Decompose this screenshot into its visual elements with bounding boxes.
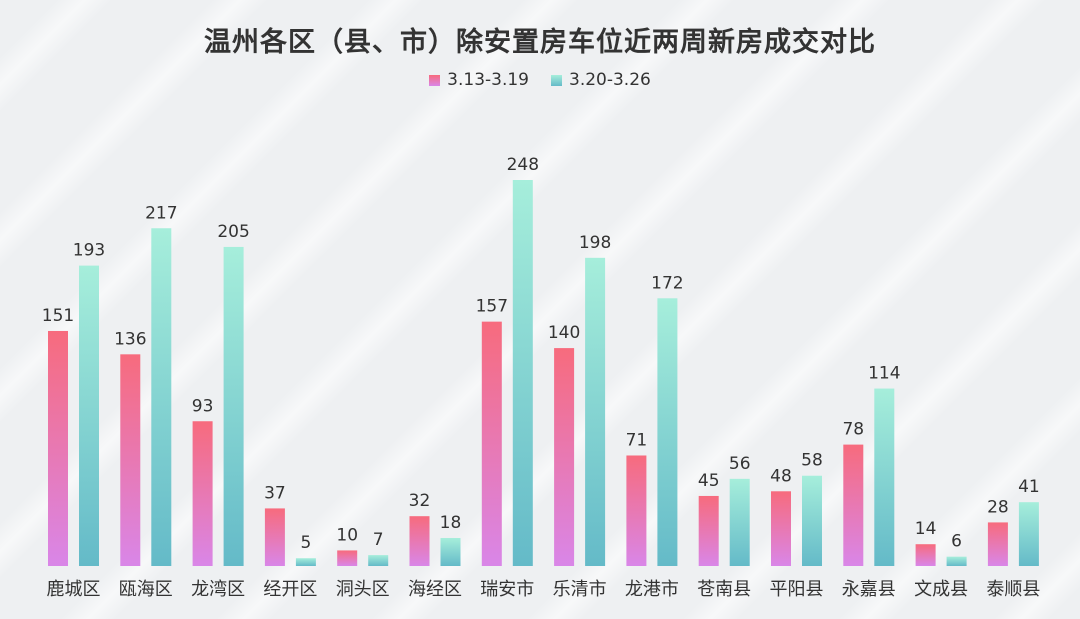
bar-series-1 [264,508,285,566]
data-label: 10 [336,525,358,545]
bar-series-2 [151,228,172,566]
x-tick-label: 鹿城区 [47,579,101,600]
data-label: 28 [987,497,1009,517]
data-label: 136 [114,329,146,349]
data-label: 78 [842,420,864,440]
bar-series-2 [874,388,895,566]
bar-series-2 [368,555,389,566]
data-label: 41 [1018,477,1040,497]
bar-series-2 [657,298,678,566]
data-label: 56 [729,454,751,474]
bar-series-1 [337,550,358,566]
x-tick-label: 洞头区 [336,579,390,600]
chart-title: 温州各区（县、市）除安置房车位近两周新房成交对比 [204,27,876,58]
bar-series-2 [585,257,606,566]
data-label: 6 [951,532,962,552]
bar-series-1 [409,516,430,566]
data-label: 18 [440,513,462,533]
data-label: 7 [373,530,384,550]
legend-swatch-series-1 [429,74,441,86]
data-label: 198 [579,233,611,253]
bar-series-1 [698,495,719,566]
bar-series-1 [915,544,936,566]
bar-series-1 [554,348,575,566]
bar-series-1 [843,444,864,566]
chart-legend: 3.13-3.19 3.20-3.26 [0,70,1080,90]
bar-series-1 [626,455,647,566]
x-tick-label: 瓯海区 [119,579,173,600]
data-label: 140 [548,323,580,343]
x-tick-label: 乐清市 [553,579,607,600]
bar-series-1 [771,491,791,566]
x-tick-label: 龙港市 [625,579,679,600]
x-tick-label: 平阳县 [770,579,824,600]
x-tick-label: 经开区 [263,579,317,600]
data-label: 157 [476,297,508,317]
bar-series-2 [802,475,822,566]
legend-label-series-2: 3.20-3.26 [569,70,651,90]
x-tick-label: 苍南县 [697,579,751,600]
bar-series-1 [987,522,1008,566]
data-label: 45 [698,471,720,491]
bar-series-2 [223,246,244,566]
data-label: 114 [868,364,900,384]
data-label: 193 [73,241,105,261]
data-label: 5 [300,533,311,553]
bar-series-1 [120,354,141,566]
legend-item-series-1: 3.13-3.19 [429,70,529,90]
data-label: 71 [626,430,648,450]
bar-series-1 [48,330,68,566]
data-label: 37 [264,483,286,503]
bar-series-2 [440,537,461,566]
bar-series-1 [481,321,502,566]
data-label: 205 [217,222,249,242]
bar-series-2 [946,556,967,566]
data-label: 248 [507,155,539,175]
data-label: 32 [409,491,431,511]
x-tick-label: 文成县 [914,579,968,600]
legend-swatch-series-2 [551,74,562,86]
bar-series-2 [729,478,750,566]
data-label: 217 [145,203,177,223]
x-tick-label: 瑞安市 [480,579,534,600]
bar-series-1 [192,421,213,566]
x-tick-label: 龙湾区 [191,579,245,600]
data-label: 172 [651,273,683,293]
bar-series-2 [79,265,99,566]
bar-series-2 [295,558,316,566]
x-tick-label: 海经区 [408,579,462,600]
bar-series-2 [512,180,533,566]
x-tick-label: 永嘉县 [842,579,896,600]
data-label: 58 [801,451,823,471]
data-label: 93 [192,396,214,416]
data-label: 14 [915,519,937,539]
x-tick-label: 泰顺县 [986,579,1040,600]
bar-series-2 [1018,502,1039,566]
legend-item-series-2: 3.20-3.26 [551,70,651,90]
legend-label-series-1: 3.13-3.19 [447,70,529,90]
data-label: 48 [770,466,792,486]
data-label: 151 [42,306,74,326]
